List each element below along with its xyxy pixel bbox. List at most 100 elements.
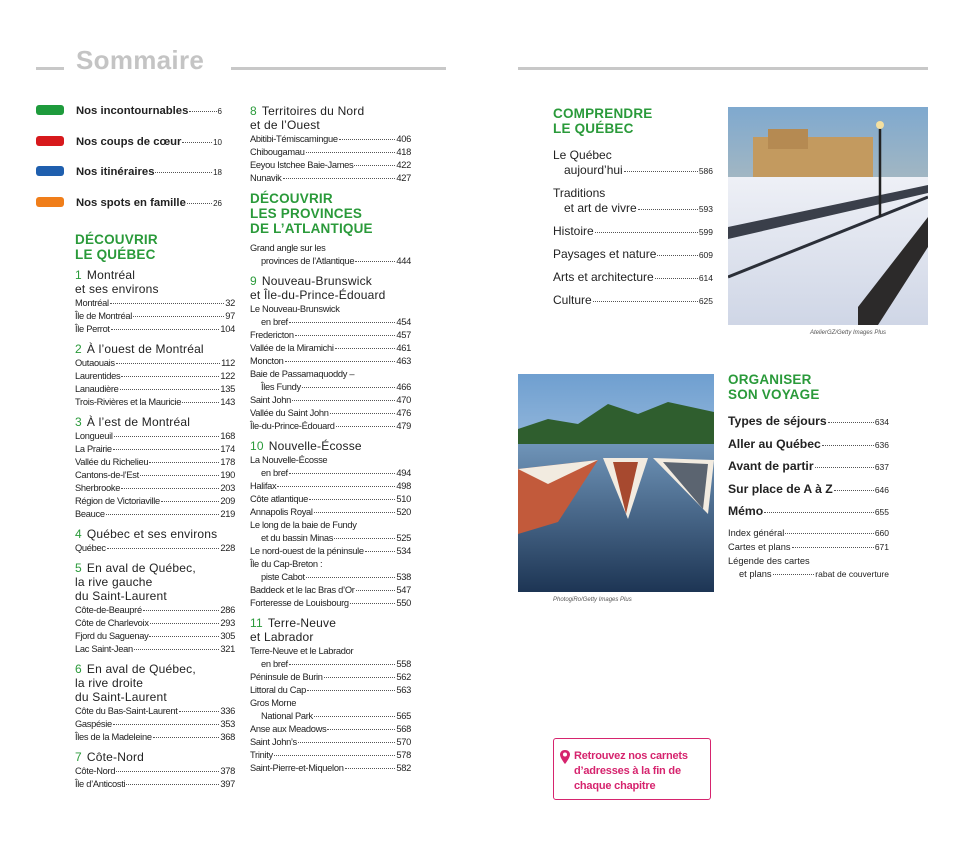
entry-label: Beauce (75, 509, 105, 519)
section-title: 11 Terre-Neuve et Labrador (250, 616, 411, 644)
entry-line: Côte de Charlevoix 293 (75, 617, 235, 630)
legend-item: Nos itinéraires 18 (36, 165, 222, 178)
legend-label: Nos coups de cœur (76, 135, 182, 148)
title-line: 9 Nouveau-Brunswick (250, 274, 411, 288)
dot-leader (273, 755, 396, 756)
entry-line: Vallée de la Miramichi 461 (250, 342, 411, 355)
entry-label: Côte de Charlevoix (75, 618, 149, 628)
entry-line: Mémo 655 (728, 504, 889, 519)
toc-entry: Île-du-Prince-Édouard 479 (250, 420, 411, 433)
dot-leader (306, 690, 396, 691)
toc-entry: Terre-Neuve et le Labrador en bref 558 (250, 645, 411, 671)
toc-entry: Beauce 219 (75, 508, 235, 521)
section-number: 11 (250, 616, 263, 630)
entry-line: Montréal 32 (75, 297, 235, 310)
toc-entry: Traditions et art de vivre 593 (553, 186, 713, 217)
dot-leader (155, 172, 213, 173)
entry-label: Côte du Bas-Saint-Laurent (75, 706, 178, 716)
section-title: 3 À l’est de Montréal (75, 415, 235, 429)
entry-line: Baddeck et le lac Bras d’Or 547 (250, 584, 411, 597)
page-number: 143 (220, 397, 235, 407)
entry-line: Index général 660 (728, 527, 889, 540)
photo (518, 374, 714, 592)
title-line: et Île-du-Prince-Édouard (250, 288, 386, 302)
entry-label: Cartes et plans (728, 541, 791, 552)
page-number: 219 (220, 509, 235, 519)
toc-entry: Région de Victoriaville 209 (75, 495, 235, 508)
entry-label: Vallée du Richelieu (75, 457, 149, 467)
entry-line: Avant de partir 637 (728, 459, 889, 474)
entry-line: Trinity 578 (250, 749, 411, 762)
toc-entry: Laurentides 122 (75, 370, 235, 383)
entry-label: Île de Montréal (75, 311, 132, 321)
section-number: 2 (75, 342, 82, 356)
dot-leader (772, 573, 815, 575)
callout-line: Retrouvez nos carnets (574, 750, 688, 762)
legend-label: Nos incontournables (76, 105, 189, 117)
title-line: la rive gauche (75, 575, 153, 589)
heading-line: COMPRENDRE (553, 106, 653, 121)
entry-label: Sherbrooke (75, 483, 121, 493)
dot-leader (113, 436, 220, 437)
dot-leader (355, 590, 396, 591)
page-number: 168 (220, 431, 235, 441)
dot-leader (349, 603, 396, 604)
dot-leader (142, 610, 220, 611)
page-number: 174 (220, 444, 235, 454)
entry-line: Péninsule de Burin 562 (250, 671, 411, 684)
section-number: 8 (250, 104, 257, 118)
toc-entry: Baie de Passamaquoddy – Îles Fundy 466 (250, 368, 411, 394)
entry-line: Île d’Anticosti 397 (75, 778, 235, 791)
toc-entry: Culture 625 (553, 293, 713, 309)
legend-item: Nos incontournables 6 (36, 104, 222, 117)
toc-entry: Arts et architecture 614 (553, 270, 713, 286)
page-number: 562 (396, 672, 411, 682)
heading-line: DÉCOUVRIR (250, 191, 333, 206)
dot-leader (355, 261, 396, 262)
dot-leader (291, 400, 396, 401)
dot-leader (833, 489, 874, 491)
entry-line: Anse aux Meadows 568 (250, 723, 411, 736)
page-number: 18 (213, 168, 222, 177)
dot-leader (313, 716, 396, 717)
page-number: 609 (698, 250, 713, 260)
legend-swatch (36, 166, 64, 176)
entry-label: Le nord-ouest de la péninsule (250, 546, 364, 556)
toc-entry: Île Perrot 104 (75, 323, 235, 336)
page-number: 378 (220, 766, 235, 776)
page-number: 646 (874, 484, 889, 495)
toc-entry: Le long de la baie de Fundy et du bassin … (250, 519, 411, 545)
section-title: 6 En aval de Québec, la rive droite du Sain… (75, 662, 235, 704)
title-line: À l’est de Montréal (86, 415, 191, 429)
entry-line: Culture 625 (553, 293, 713, 309)
entry-label: Vallée du Saint John (250, 408, 329, 418)
entry-label: Saint John’s (250, 737, 297, 747)
entry-line: Abitibi-Témiscamingue 406 (250, 133, 411, 146)
page-number: 479 (396, 421, 411, 431)
dot-leader (338, 139, 396, 140)
title-line: Nouveau-Brunswick (261, 274, 372, 288)
title-line: du Saint-Laurent (75, 589, 167, 603)
toc-entry: Eeyou Istchee Baie-James 422 (250, 159, 411, 172)
entry-label: Trinity (250, 750, 273, 760)
entry-label: Gros Morne (250, 698, 297, 708)
part-heading: DÉCOUVRIR LE QUÉBEC (75, 232, 235, 262)
toc-entry: Côte-Nord 378 (75, 765, 235, 778)
entry-label: Traditions (553, 186, 606, 200)
dot-leader (106, 548, 220, 549)
entry-label: Le long de la baie de Fundy (250, 520, 357, 530)
title-line: Terre-Neuve (267, 616, 337, 630)
toc-entry: Nunavik 427 (250, 172, 411, 185)
entry-label: Fjord du Saguenay (75, 631, 149, 641)
dot-leader (814, 467, 874, 468)
toc-entry: Chibougamau 418 (250, 146, 411, 159)
page-number: 10 (213, 137, 222, 147)
entry-line: et art de vivre 593 (553, 201, 713, 217)
toc-entry: Péninsule de Burin 562 (250, 671, 411, 684)
entry-line: Vallée du Richelieu 178 (75, 456, 235, 469)
toc-entry: Outaouais 112 (75, 357, 235, 370)
page-number: 510 (396, 494, 411, 504)
entry-label: Index général (728, 527, 785, 538)
dot-leader (592, 301, 698, 302)
